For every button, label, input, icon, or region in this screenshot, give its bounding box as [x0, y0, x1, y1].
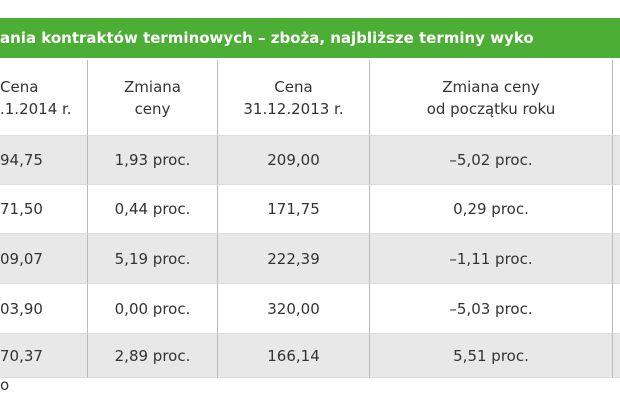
header-cell: Zmiana ceny od początku roku	[370, 60, 613, 136]
table-cell: 1,93 proc.	[88, 136, 218, 185]
table-cell: 209,00	[218, 136, 370, 185]
title: ania kontraktów terminowych – zboża, naj…	[0, 29, 534, 47]
table-cell: –5,02 proc.	[370, 136, 613, 185]
table-cell: 222,39	[218, 234, 370, 284]
table-cell: –5,03 proc.	[370, 284, 613, 334]
cell-text: .1.2014 r.	[0, 99, 72, 118]
cell-text: 1,93 proc.	[114, 151, 191, 169]
header-cell: Cena 31.12.2013 r.	[218, 60, 370, 136]
cell-text: 5,19 proc.	[114, 249, 191, 268]
cell-text: Zmiana ceny	[442, 77, 540, 96]
cell-text: 0,44 proc.	[114, 200, 191, 218]
cell-text: Cena	[274, 77, 313, 96]
title-bar: ania kontraktów terminowych – zboża, naj…	[0, 18, 620, 58]
cell-text: 0,29 proc.	[453, 200, 529, 218]
header-cell: Zmiana ceny	[88, 60, 218, 136]
table-cell: 0,29 proc.	[370, 185, 613, 234]
table-cell: 2,89 proc.	[88, 334, 218, 378]
cell-text: 03,90	[0, 299, 43, 318]
table-cell: 94,75	[0, 136, 88, 185]
empty-cell	[613, 234, 620, 284]
header-cell: Cena .1.2014 r.	[0, 60, 88, 136]
table-cell: 03,90	[0, 284, 88, 334]
table-cell: 171,75	[218, 185, 370, 234]
table-cell: 09,07	[0, 234, 88, 284]
cell-text: 5,51 proc.	[453, 346, 529, 365]
cell-text: 209,00	[267, 151, 320, 169]
cell-text: 222,39	[267, 249, 320, 268]
table-cell: 70,37	[0, 334, 88, 378]
cell-text: –1,11 proc.	[449, 249, 533, 268]
table-cell: 0,44 proc.	[88, 185, 218, 234]
empty-cell	[613, 284, 620, 334]
cell-text: Zmiana	[124, 77, 181, 96]
cell-text: od początku roku	[426, 99, 556, 118]
table-cell: 320,00	[218, 284, 370, 334]
table-cell: 71,50	[0, 185, 88, 234]
cell-text: 94,75	[0, 151, 43, 169]
table-cell: 166,14	[218, 334, 370, 378]
cell-text: 166,14	[267, 346, 320, 365]
table-cell: –1,11 proc.	[370, 234, 613, 284]
empty-cell	[613, 185, 620, 234]
header-cell	[613, 60, 620, 136]
cell-text: ceny	[134, 99, 171, 118]
footer: o	[0, 376, 10, 394]
empty-cell	[613, 136, 620, 185]
cell-text: 70,37	[0, 346, 43, 365]
cell-text: 171,75	[267, 200, 320, 218]
cell-text: 71,50	[0, 200, 43, 218]
table-cell: 0,00 proc.	[88, 284, 218, 334]
empty-cell	[613, 334, 620, 378]
cell-text: –5,02 proc.	[449, 151, 533, 169]
cell-text: 2,89 proc.	[114, 346, 191, 365]
table-cell: 5,19 proc.	[88, 234, 218, 284]
table-cell: 5,51 proc.	[370, 334, 613, 378]
cell-text: –5,03 proc.	[449, 299, 533, 318]
cell-text: 0,00 proc.	[114, 299, 191, 318]
cell-text: 320,00	[267, 299, 320, 318]
cell-text: 09,07	[0, 249, 43, 268]
cell-text: Cena	[0, 77, 39, 96]
cell-text: 31.12.2013 r.	[243, 99, 344, 118]
